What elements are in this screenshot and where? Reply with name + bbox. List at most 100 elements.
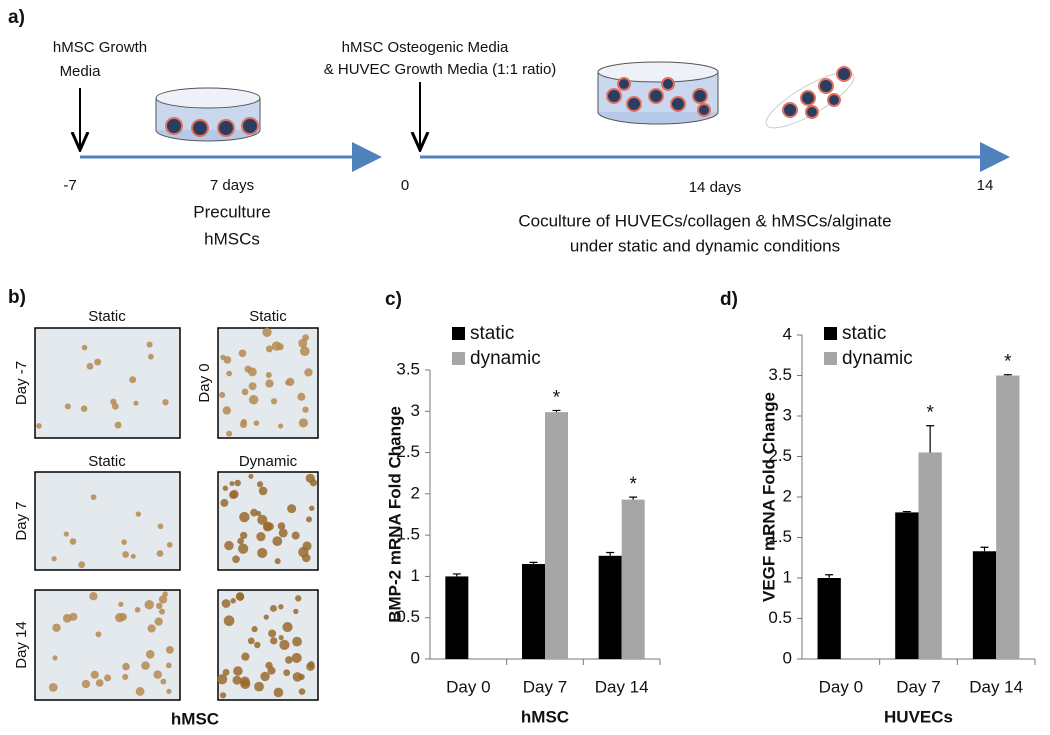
x-tick-label: Day 0 (446, 677, 490, 696)
cell-dot (239, 511, 250, 523)
cell-dot (271, 341, 282, 351)
cell-dot (160, 678, 167, 685)
cell-dot (89, 592, 98, 601)
y-tick-label: 1 (783, 567, 792, 586)
time-label: -7 (63, 177, 76, 194)
cell-dot (165, 645, 174, 654)
cell-dot (269, 604, 277, 612)
y-tick-label: 3 (411, 401, 420, 420)
cell-dot (148, 353, 154, 360)
cell-dot (165, 662, 172, 669)
cell-dot (162, 399, 169, 406)
micrographs (34, 327, 319, 701)
micrograph (34, 327, 181, 439)
cell-dot (111, 402, 119, 410)
cell-dot (157, 523, 164, 530)
x-axis-title: HUVECs (884, 707, 953, 726)
cell-dot (254, 681, 264, 692)
media-label: hMSC Osteogenic Media (342, 39, 509, 56)
cell-dot (226, 370, 233, 377)
stage-label: Coculture of HUVECs/collagen & hMSCs/alg… (518, 211, 891, 230)
cell-dot (232, 555, 240, 564)
y-tick-label: 3.5 (768, 365, 792, 384)
cell-dot (263, 522, 272, 532)
cell-dot (285, 380, 291, 386)
legend-swatch (452, 352, 465, 365)
cell-dot (229, 490, 238, 500)
cell-dot (90, 494, 97, 500)
cell-dot (241, 652, 250, 661)
cell-dot (95, 631, 102, 638)
cell-dot (64, 403, 71, 410)
image-title: Static (249, 308, 287, 325)
error-bar (980, 546, 989, 552)
cell-dot (134, 606, 141, 613)
cell-dot (257, 547, 268, 559)
y-tick-label: 0 (783, 648, 792, 667)
error-bar (529, 561, 538, 565)
cell-dot (292, 636, 302, 647)
cell-dot (265, 345, 273, 353)
cell-dot (238, 543, 249, 554)
cell-dot (282, 621, 293, 633)
cell-dot (298, 338, 308, 348)
cell-dot (129, 376, 137, 384)
error-bar (452, 573, 461, 577)
cell-dot (217, 674, 228, 685)
cell-dot (166, 688, 172, 695)
cell-dot (135, 511, 142, 517)
y-tick-label: 2.5 (768, 446, 792, 465)
cell-dot (220, 498, 229, 507)
y-tick-label: 1 (411, 566, 420, 585)
cell-dot (80, 405, 88, 413)
cell-dot (250, 508, 258, 517)
significance: * (926, 403, 934, 424)
error-bar (552, 409, 561, 413)
error-bar (1003, 374, 1012, 376)
y-tick-label: 3 (783, 405, 792, 424)
panel-label: c) (385, 289, 402, 310)
day-label: Day 7 (13, 501, 30, 540)
cell-dot (121, 539, 127, 545)
cell-dot (156, 550, 164, 557)
cell-dot (274, 558, 281, 565)
cell-dot (287, 504, 297, 514)
cell-dot (222, 668, 230, 676)
cell-dot (130, 553, 136, 559)
image-title: Static (88, 453, 126, 470)
caption: hMSC (171, 709, 219, 728)
cell-dot (248, 395, 259, 405)
cell-dot (153, 670, 162, 679)
bar (895, 512, 919, 659)
image-title: Static (88, 308, 126, 325)
cell-dot (291, 652, 302, 664)
cell-dot (291, 531, 300, 540)
cell-dot (257, 514, 268, 525)
bar (621, 499, 645, 659)
y-tick-label: 4 (783, 324, 792, 343)
duration-label: 14 days (689, 179, 742, 196)
cell-dot (122, 551, 129, 558)
cell-dot (299, 346, 310, 357)
cell-dot (166, 541, 173, 548)
cell-dot (69, 612, 78, 621)
cell-dot (237, 537, 244, 545)
cell-dot (278, 423, 284, 429)
cell-dot (298, 546, 309, 558)
cell-dot (63, 531, 69, 537)
cell-dot (270, 637, 278, 645)
error-bar (926, 425, 935, 453)
duration-label: 7 days (210, 177, 254, 194)
cell-dot (298, 418, 309, 428)
cell-dot (219, 391, 226, 398)
significance: * (1004, 352, 1012, 373)
day-label: Day 14 (13, 621, 30, 669)
cell-dot (104, 674, 112, 682)
micrograph (217, 589, 319, 701)
legend-swatch (824, 327, 837, 340)
cell-dot (251, 626, 258, 633)
cell-dot (69, 538, 77, 545)
x-tick-label: Day 14 (969, 677, 1023, 696)
cell-dot (233, 666, 243, 676)
